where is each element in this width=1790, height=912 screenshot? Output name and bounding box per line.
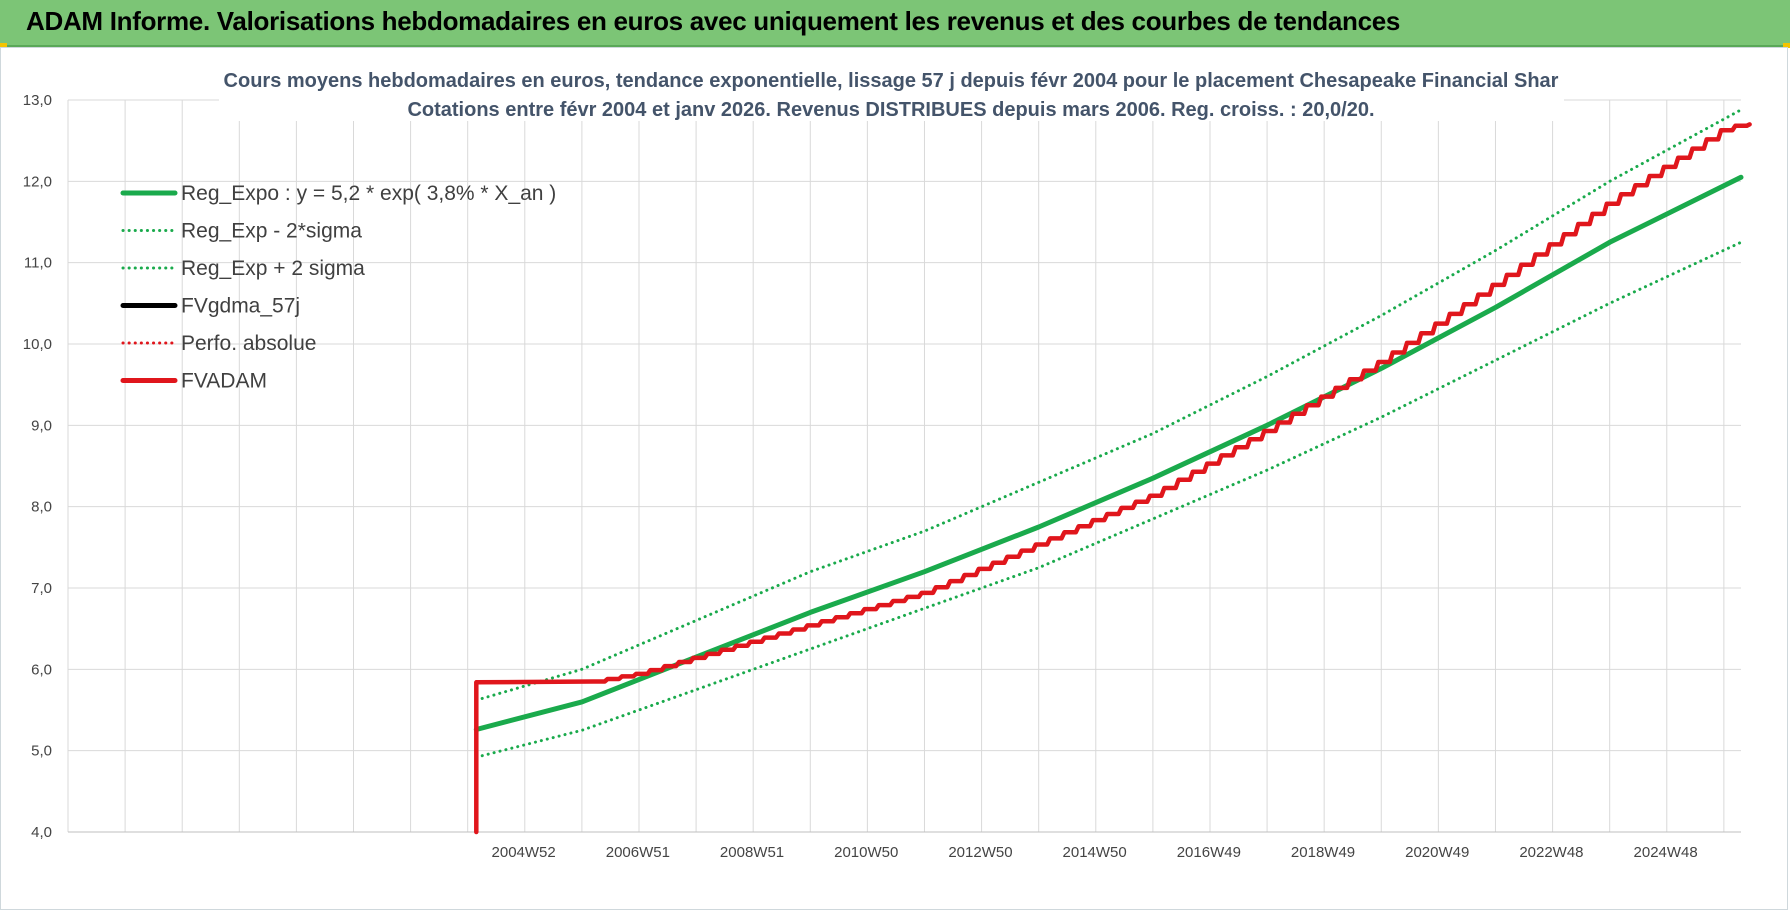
series-layer (473, 108, 1752, 835)
y-tick-label: 12,0 (23, 173, 52, 190)
y-tick-label: 9,0 (31, 417, 52, 434)
legend-label: Perfo. absolue (181, 332, 316, 355)
x-tick-label: 2018W49 (1291, 844, 1355, 861)
y-tick-label: 10,0 (23, 336, 52, 353)
legend: Reg_Expo : y = 5,2 * exp( 3,8% * X_an ) R… (120, 182, 556, 393)
series-line-reg-expo-y-5-2-exp-3-8-x-an (473, 174, 1744, 732)
legend-label: Reg_Expo : y = 5,2 * exp( 3,8% * X_an ) (181, 182, 556, 205)
y-tick-label: 11,0 (24, 255, 52, 272)
chart: 4,0 5,0 6,0 7,0 8,0 9,0 10,0 11,0 12,0 13,0 2004W5… (23, 63, 1752, 861)
corner-mark-top-right (1783, 43, 1790, 48)
y-tick-label: 8,0 (31, 499, 52, 516)
x-tick-label: 2008W51 (720, 844, 784, 861)
title-background (219, 63, 1564, 121)
x-tick-label: 2020W49 (1405, 844, 1469, 861)
y-tick-label: 6,0 (31, 661, 52, 678)
x-tick-label: 2006W51 (606, 844, 670, 861)
report-header: ADAM Informe. Valorisations hebdomadaire… (0, 0, 1790, 47)
series-line-fvadam (474, 122, 1752, 835)
legend-label: FVADAM (181, 370, 267, 393)
legend-label: Reg_Exp + 2 sigma (181, 257, 365, 280)
y-tick-label: 7,0 (31, 580, 52, 597)
legend-label: FVgdma_57j (181, 295, 300, 318)
x-tick-label: 2024W48 (1634, 844, 1698, 861)
x-tick-label: 2010W50 (834, 844, 898, 861)
x-tick-label: 2016W49 (1177, 844, 1241, 861)
series-line-reg-exp-2-sigma (474, 240, 1743, 759)
report-title: ADAM Informe. Valorisations hebdomadaire… (26, 6, 1401, 36)
y-tick-label: 4,0 (31, 824, 52, 841)
x-tick-label: 2014W50 (1063, 844, 1127, 861)
axes: 4,0 5,0 6,0 7,0 8,0 9,0 10,0 11,0 12,0 13,0 2004W5… (23, 92, 1741, 861)
chart-subtitle: Cotations entre févr 2004 et janv 2026. … (407, 99, 1374, 121)
legend-label: Reg_Exp - 2*sigma (181, 220, 362, 243)
y-tick-label: 5,0 (31, 743, 52, 760)
chart-frame: 4,0 5,0 6,0 7,0 8,0 9,0 10,0 11,0 12,0 13,0 2004W5… (0, 47, 1788, 910)
chart-title: Cours moyens hebdomadaires en euros, ten… (224, 70, 1559, 92)
x-tick-label: 2004W52 (492, 844, 556, 861)
series-line-reg-exp-2-sigma (474, 108, 1743, 702)
y-tick-label: 13,0 (23, 92, 52, 109)
x-tick-label: 2022W48 (1519, 844, 1583, 861)
x-tick-label: 2012W50 (948, 844, 1012, 861)
corner-mark-top-left (0, 43, 7, 48)
